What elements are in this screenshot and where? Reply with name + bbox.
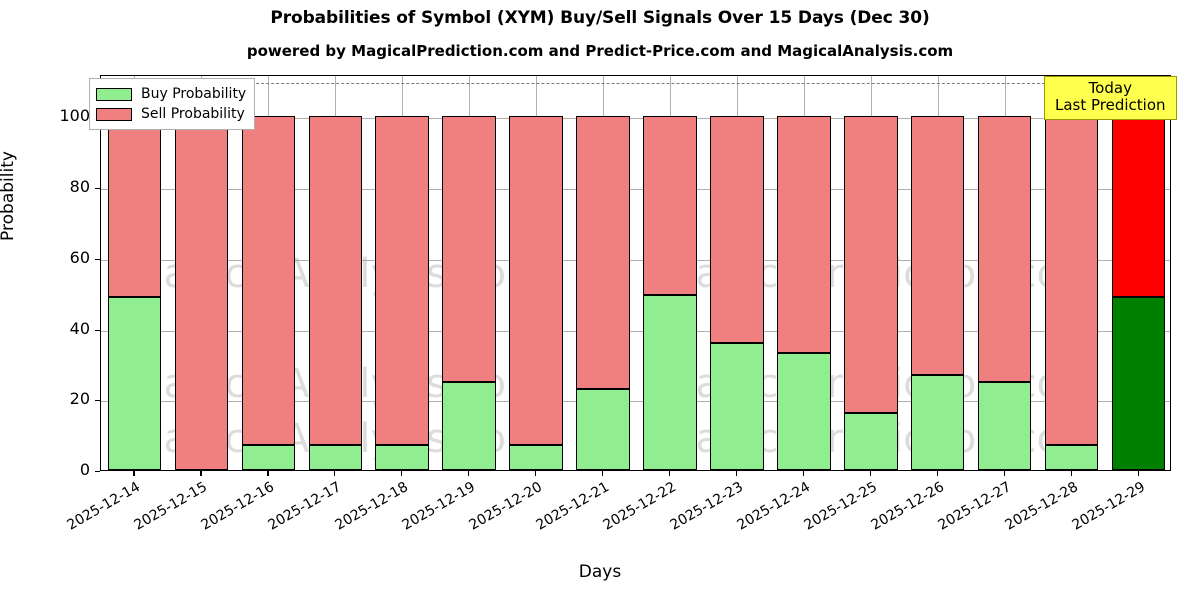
bar-group bbox=[643, 76, 697, 470]
x-axis-tick-mark bbox=[602, 471, 604, 476]
bar-segment-sell bbox=[910, 116, 965, 375]
bar-group bbox=[576, 76, 630, 470]
x-axis-tick-mark bbox=[535, 471, 537, 476]
bar-segment-buy bbox=[777, 353, 831, 470]
x-axis-tick-mark bbox=[401, 471, 403, 476]
bar-segment-sell bbox=[777, 116, 831, 354]
bar-segment-sell bbox=[710, 116, 764, 343]
bar-segment-sell bbox=[576, 116, 630, 389]
bar-segment-buy bbox=[375, 445, 429, 470]
bar-segment-sell bbox=[107, 116, 162, 297]
page-title: Probabilities of Symbol (XYM) Buy/Sell S… bbox=[270, 8, 930, 28]
chart-legend: Buy Probability Sell Probability bbox=[89, 78, 256, 130]
bar-group bbox=[777, 76, 831, 470]
y-axis-tick-mark bbox=[95, 400, 100, 402]
y-axis-tick-label: 100 bbox=[59, 106, 90, 126]
bar-segment-buy bbox=[241, 445, 296, 470]
bar-segment-buy bbox=[576, 388, 630, 470]
y-axis-tick-label: 20 bbox=[69, 389, 90, 409]
y-axis-tick-mark bbox=[95, 329, 100, 331]
today-annotation-line2: Last Prediction bbox=[1055, 95, 1166, 114]
y-axis-tick-label: 80 bbox=[69, 177, 90, 197]
bar-group bbox=[308, 76, 363, 470]
bar-segment-buy bbox=[643, 294, 697, 470]
today-annotation: Today Last Prediction bbox=[1044, 76, 1177, 120]
x-axis-tick-mark bbox=[1137, 471, 1139, 476]
today-annotation-line1: Today bbox=[1088, 79, 1132, 97]
x-axis-tick-mark bbox=[334, 471, 336, 476]
x-axis-tick-mark bbox=[133, 471, 135, 476]
bar-group bbox=[1111, 76, 1166, 470]
bar-segment-buy bbox=[442, 381, 496, 470]
x-axis-tick-mark bbox=[200, 471, 202, 476]
bar-segment-sell bbox=[844, 116, 898, 414]
bar-segment-sell bbox=[643, 116, 697, 295]
bar-group bbox=[710, 76, 764, 470]
bar-segment-sell bbox=[442, 116, 496, 382]
bar-segment-buy bbox=[844, 413, 898, 470]
gridline-horizontal bbox=[101, 401, 1170, 403]
bar-group bbox=[174, 76, 229, 470]
bar-group bbox=[910, 76, 965, 470]
bar-segment-buy bbox=[308, 445, 363, 470]
y-axis-tick-mark bbox=[95, 471, 100, 473]
x-axis-tick-mark bbox=[668, 471, 671, 476]
bar-group bbox=[1044, 76, 1099, 470]
bar-segment-buy bbox=[977, 381, 1032, 470]
y-axis-tick-label: 0 bbox=[79, 460, 90, 479]
bar-group bbox=[977, 76, 1032, 470]
bar-segment-sell bbox=[1044, 116, 1099, 446]
bar-segment-buy bbox=[910, 374, 965, 470]
bar-group bbox=[375, 76, 429, 470]
bar-segment-sell bbox=[241, 116, 296, 446]
legend-label-sell: Sell Probability bbox=[141, 106, 245, 122]
y-axis-tick-mark bbox=[95, 188, 100, 190]
bar-segment-buy bbox=[107, 296, 162, 470]
bar-segment-buy bbox=[710, 342, 764, 470]
x-axis-tick-mark bbox=[936, 471, 938, 476]
bar-segment-buy bbox=[509, 445, 563, 470]
bar-segment-sell bbox=[1111, 116, 1166, 297]
x-axis-tick-mark bbox=[267, 471, 269, 476]
bar-group bbox=[509, 76, 563, 470]
bar-segment-sell bbox=[375, 116, 429, 446]
y-axis-label: Probability bbox=[0, 151, 18, 241]
y-axis-tick-mark bbox=[95, 258, 100, 261]
legend-item-buy: Buy Probability bbox=[96, 84, 246, 104]
legend-item-sell: Sell Probability bbox=[96, 104, 246, 124]
legend-swatch-sell bbox=[96, 107, 132, 121]
legend-swatch-buy bbox=[96, 87, 132, 101]
bar-segment-sell bbox=[174, 116, 229, 470]
bar-group bbox=[241, 76, 296, 470]
bar-group bbox=[844, 76, 898, 470]
bar-group bbox=[442, 76, 496, 470]
gridline-horizontal bbox=[101, 259, 1170, 261]
x-axis-tick-mark bbox=[735, 471, 738, 476]
plot-area: MagicalAnalysis.comMagicaPrediction.comM… bbox=[100, 75, 1171, 471]
bar-segment-sell bbox=[308, 116, 363, 446]
y-axis-tick-label: 60 bbox=[69, 247, 90, 267]
x-axis-tick-mark bbox=[1003, 471, 1005, 476]
bar-segment-sell bbox=[977, 116, 1032, 382]
x-axis-tick-mark bbox=[468, 471, 470, 476]
x-axis-label: Days bbox=[578, 562, 622, 582]
legend-label-buy: Buy Probability bbox=[141, 86, 247, 102]
gridline-horizontal bbox=[101, 118, 1170, 120]
y-axis-tick-label: 40 bbox=[69, 318, 90, 338]
bar-group bbox=[107, 76, 162, 470]
bar-segment-buy bbox=[1111, 296, 1166, 470]
bar-segment-sell bbox=[509, 116, 563, 446]
gridline-horizontal bbox=[101, 189, 1170, 191]
x-axis-tick-mark bbox=[869, 471, 871, 476]
x-axis-tick-mark bbox=[1070, 471, 1072, 476]
threshold-dashed-line bbox=[101, 83, 1170, 85]
chart-subtitle: powered by MagicalPrediction.com and Pre… bbox=[246, 42, 954, 60]
gridline-horizontal bbox=[101, 330, 1170, 332]
x-axis-tick-mark bbox=[802, 471, 805, 476]
bar-segment-buy bbox=[1044, 445, 1099, 470]
